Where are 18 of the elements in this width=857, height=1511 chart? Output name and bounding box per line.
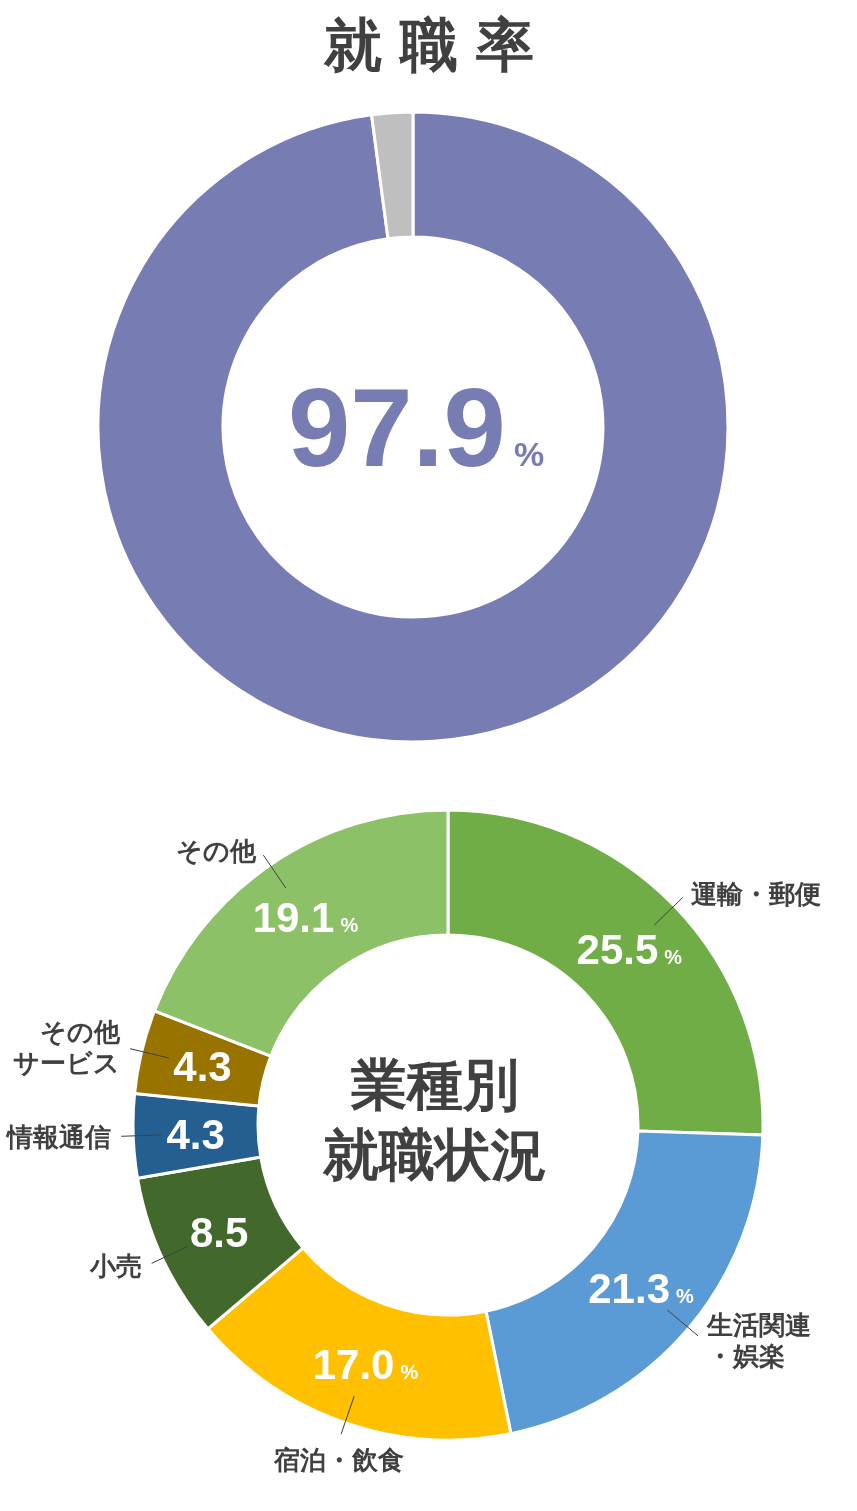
slice-label: 小売	[89, 1251, 143, 1282]
slice-label: 宿泊・飲食	[273, 1444, 405, 1475]
slice-label: 生活関連・娯楽	[705, 1309, 811, 1371]
text: 業種別就職状況	[323, 1053, 547, 1186]
data-label: 8.5	[190, 1208, 249, 1256]
data-label: 4.3	[166, 1110, 225, 1158]
donut-slice	[96, 110, 730, 743]
data-label: 4.3	[173, 1043, 232, 1091]
text: 97.9%	[287, 365, 545, 490]
chart-title: 就職率	[323, 12, 552, 77]
slice-label: 運輸・郵便	[691, 878, 822, 909]
data-label: 17.0%	[312, 1340, 419, 1388]
slice-label: その他	[175, 835, 257, 866]
data-label: 19.1%	[252, 893, 359, 941]
slice-label: その他サービス	[13, 1017, 122, 1079]
data-label: 25.5%	[576, 926, 683, 974]
slice-label: 情報通信	[5, 1121, 112, 1152]
data-label: 21.3%	[588, 1264, 695, 1312]
